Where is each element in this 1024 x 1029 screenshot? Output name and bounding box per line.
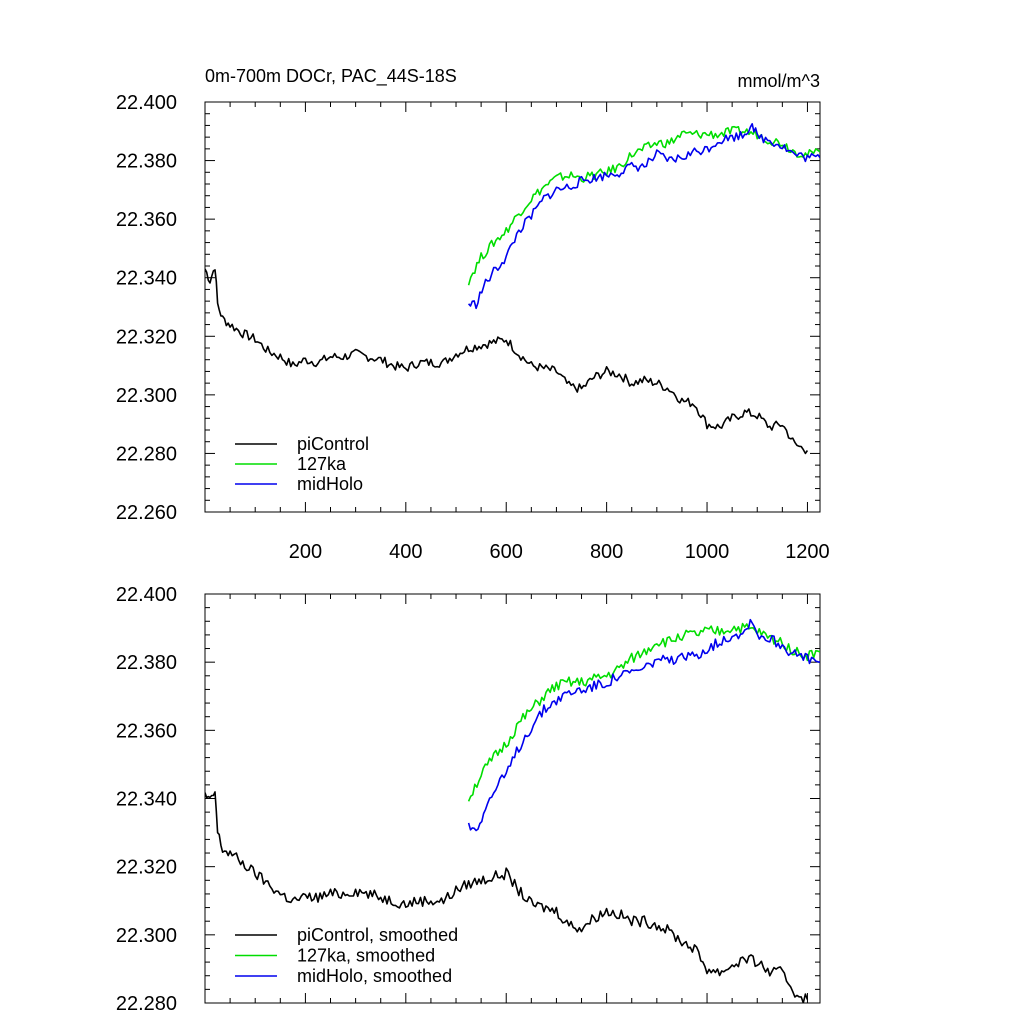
plot-frame <box>204 101 821 513</box>
series-line <box>467 618 820 832</box>
series-line <box>205 791 809 1003</box>
series-line <box>467 125 820 286</box>
x-tick-label: 400 <box>389 541 422 563</box>
x-tick-label: 1200 <box>785 541 830 563</box>
legend-label: piControl <box>297 434 369 454</box>
y-tick-label: 22.340 <box>116 789 177 811</box>
y-tick-label: 22.340 <box>116 268 177 290</box>
x-tick-label: 1000 <box>685 541 730 563</box>
y-tick-label: 22.360 <box>116 720 177 742</box>
bottom-panel: 22.280 22.300 22.320 22.340 22.360 22.380 22.4… <box>116 584 821 1015</box>
y-tick-label: 22.300 <box>116 925 177 947</box>
x-tick-label: 600 <box>490 541 523 563</box>
y-tick-label: 22.380 <box>116 151 177 173</box>
series-line <box>467 622 820 802</box>
top-panel: 22.260 22.280 22.300 22.320 22.340 22.360 22.3… <box>116 92 830 563</box>
y-tick-label: 22.380 <box>116 652 177 674</box>
legend-label: 127ka <box>297 454 347 474</box>
y-tick-label: 22.400 <box>116 584 177 606</box>
y-tick-label: 22.280 <box>116 443 177 465</box>
x-tick-label: 200 <box>289 541 322 563</box>
legend-label: midHolo <box>297 474 363 494</box>
y-tick-label: 22.360 <box>116 209 177 231</box>
units-label: mmol/m^3 <box>738 71 820 91</box>
y-tick-label: 22.320 <box>116 326 177 348</box>
y-tick-label: 22.260 <box>116 502 177 524</box>
x-tick-label: 800 <box>590 541 623 563</box>
legend-label: midHolo, smoothed <box>297 966 452 986</box>
y-tick-label: 22.400 <box>116 92 177 114</box>
legend-label: 127ka, smoothed <box>297 946 435 966</box>
series-line <box>467 123 820 310</box>
legend-label: piControl, smoothed <box>297 925 458 945</box>
chart-title: 0m-700m DOCr, PAC_44S-18S <box>205 66 457 87</box>
series-line <box>205 268 809 455</box>
y-tick-label: 22.280 <box>116 993 177 1015</box>
y-tick-label: 22.300 <box>116 385 177 407</box>
y-tick-label: 22.320 <box>116 857 177 879</box>
